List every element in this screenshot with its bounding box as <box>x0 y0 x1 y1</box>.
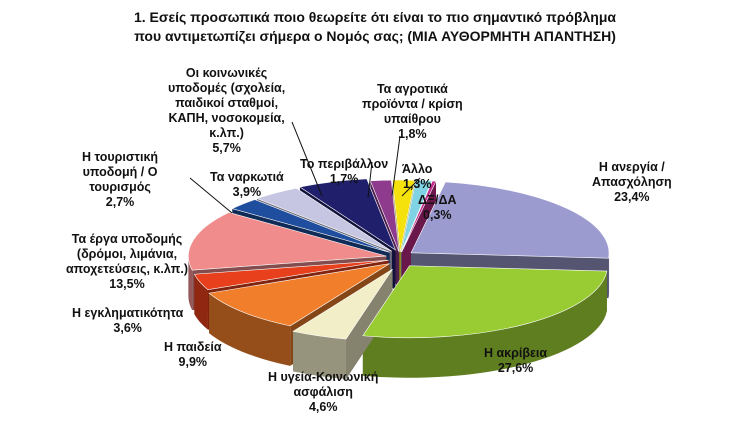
leader-line <box>401 177 421 197</box>
slice-label-text: Τα αγροτικά <box>376 82 448 96</box>
pie-slice <box>392 179 416 253</box>
pie-slice <box>208 263 390 327</box>
slice-label: Τα έργα υποδομής (δρόμοι, λιμάνια, αποχετε… <box>66 232 188 292</box>
slice-label-text: Η ανεργία / <box>598 160 665 174</box>
slice-label-text: προϊόντα / κρίση <box>362 97 463 111</box>
pie-slice <box>256 187 392 252</box>
pie-slice <box>292 268 393 340</box>
slice-value-label: 13,5% <box>109 277 145 291</box>
slice-value-label: 2,7% <box>105 195 135 209</box>
pie-slice <box>299 178 397 251</box>
leader-line <box>367 161 373 199</box>
chart-title-line: που αντιμετωπίζει σήμερα ο Νομός σας; (Μ… <box>134 28 616 44</box>
slice-value-label: 1,8% <box>398 127 427 141</box>
leader-line <box>291 121 323 197</box>
pie-slice <box>400 179 433 253</box>
slice-label: ΔΞ/ΔΑ 0,3% <box>418 193 457 223</box>
slice-label: Η υγεία-Κοινωνική ασφάλιση 4,6% <box>268 370 378 415</box>
pie-slice <box>188 212 387 271</box>
slice-value-label: 23,4% <box>614 190 650 204</box>
slice-label: Οι κοινωνικές υποδομές (σχολεία, παιδικοί … <box>168 66 285 156</box>
slice-value-label: 1,7% <box>329 172 359 186</box>
slice-label-text: τουρισμός <box>89 180 151 194</box>
chart-title-line: 1. Εσείς προσωπικά ποιο θεωρείτε ότι είν… <box>133 9 617 25</box>
pie-slice-side <box>362 271 607 378</box>
slice-label-text: Τα ναρκωτιά <box>210 170 284 184</box>
slice-value-label: 1,3% <box>402 177 432 191</box>
pie-slice <box>362 265 608 339</box>
slice-label: Τα ναρκωτιά 3,9% <box>210 170 284 200</box>
slice-label-text: Η παιδεία <box>164 340 222 354</box>
slice-label-text: Η υγεία-Κοινωνική <box>268 370 379 384</box>
slice-label: Το περιβάλλον 1,7% <box>300 157 388 187</box>
pie-slice-side <box>208 293 291 366</box>
slice-value-label: 3,6% <box>113 321 142 335</box>
slice-label: Η παιδεία 9,9% <box>164 340 222 370</box>
slice-label-text: Η εγκληματικότητα <box>72 306 184 320</box>
pie-top-group <box>188 178 610 340</box>
slice-label-text: Οι κοινωνικές <box>185 66 268 80</box>
pie-slice-side <box>608 252 610 299</box>
slice-value-label: 27,6% <box>497 361 534 375</box>
pie-slice-side <box>194 274 208 330</box>
slice-label: Η εγκληματικότητα 3,6% <box>72 306 183 336</box>
pie-slice-side <box>293 331 346 380</box>
pie-slice <box>401 180 437 253</box>
slice-label-text: κ.λπ.) <box>209 126 244 140</box>
slice-label-text: Η τουριστική <box>82 150 159 164</box>
slice-value-label: 3,9% <box>232 185 262 199</box>
slice-label-text: (δρόμοι, λιμάνια, <box>76 247 178 261</box>
pie-slice <box>231 199 390 253</box>
slice-label-text: Τα έργα υποδομής <box>71 232 183 246</box>
slice-label-text: Άλλο <box>402 162 433 176</box>
slice-label-text: Το περιβάλλον <box>300 157 389 171</box>
slice-value-label: 0,3% <box>423 208 452 222</box>
slice-label-text: αποχετεύσεις, κ.λπ.) <box>66 262 189 276</box>
pie-slice <box>410 181 610 259</box>
slice-label-text: Απασχόληση <box>592 175 672 189</box>
leader-line <box>189 177 233 214</box>
slice-value-label: 5,7% <box>212 141 241 155</box>
slice-label: Τα αγροτικά προϊόντα / κρίση υπαίθρου 1,8% <box>362 82 463 142</box>
slice-label-text: Η ακρίβεια <box>484 346 548 360</box>
slice-label-text: παιδικοί σταθμοί, <box>175 96 279 110</box>
slice-label: Η ακρίβεια 27,6% <box>484 346 547 376</box>
slice-label-text: ΚΑΠΗ, νοσοκομεία, <box>168 111 285 125</box>
slice-label-text: υποδομές (σχολεία, <box>168 81 286 95</box>
slice-value-label: 4,6% <box>308 400 338 414</box>
slice-label-text: ασφάλιση <box>293 385 353 399</box>
pie-slice-side <box>188 256 193 311</box>
pie-slice <box>193 259 389 291</box>
slice-label: Άλλο 1,3% <box>402 162 432 192</box>
slice-label: Η ανεργία / Απασχόληση 23,4% <box>592 160 672 205</box>
slice-label-text: υποδομή / Ο <box>82 165 158 179</box>
slice-label-text: ΔΞ/ΔΑ <box>418 193 457 207</box>
slice-value-label: 9,9% <box>178 355 208 369</box>
slice-label-text: υπαίθρου <box>383 112 441 126</box>
chart-title: 1. Εσείς προσωπικά ποιο θεωρείτε ότι είν… <box>0 8 750 46</box>
leader-line <box>391 135 401 197</box>
